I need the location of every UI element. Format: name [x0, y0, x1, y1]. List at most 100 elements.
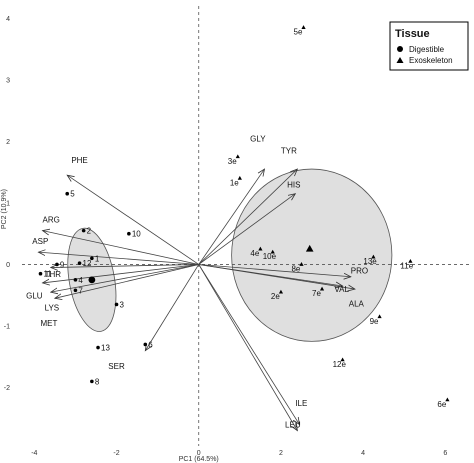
legend: Tissue Digestible Exoskeleton	[389, 21, 469, 71]
loading-arrow-asp	[38, 252, 199, 265]
point-label-10e: 10e	[263, 252, 277, 261]
variable-label-ser: SER	[108, 362, 125, 371]
variable-label-ile: ILE	[295, 399, 307, 408]
point-8	[90, 379, 94, 384]
point-3e	[235, 154, 240, 159]
centroid-exoskeleton	[305, 244, 314, 252]
point-2e	[278, 289, 284, 294]
variable-label-leu: LEU	[285, 421, 301, 430]
point-label-7: 7	[78, 286, 83, 295]
variable-label-lys: LYS	[45, 304, 60, 313]
reference-lines	[22, 6, 470, 446]
point-label-9e: 9e	[370, 317, 379, 326]
variable-label-pro: PRO	[351, 267, 368, 276]
loading-arrow-arg	[43, 231, 199, 265]
point-label-5: 5	[70, 190, 75, 199]
point-7	[73, 288, 78, 293]
point-label-1: 1	[95, 254, 100, 263]
point-label-7e: 7e	[312, 289, 321, 298]
ellipse-exoskeleton	[231, 168, 393, 342]
point-label-11: 11	[43, 270, 52, 279]
point-8e	[299, 262, 304, 266]
point-label-13e: 13e	[363, 257, 377, 266]
point-label-2e: 2e	[271, 292, 280, 301]
ellipses-layer	[67, 168, 393, 342]
loading-arrow-met	[55, 264, 199, 298]
point-3	[114, 302, 119, 307]
variable-label-glu: GLU	[26, 291, 43, 300]
variable-label-tyr: TYR	[281, 147, 297, 156]
point-5e	[301, 25, 306, 29]
point-5	[65, 191, 70, 196]
loading-arrow-lys	[51, 264, 199, 292]
point-label-12e: 12e	[333, 360, 347, 369]
legend-box	[389, 21, 469, 71]
point-label-11e: 11e	[400, 261, 413, 270]
legend-triangle-marker	[396, 57, 404, 63]
point-label-13: 13	[101, 344, 110, 353]
point-6e	[445, 397, 450, 402]
point-10e	[270, 249, 275, 254]
point-label-8: 8	[95, 377, 100, 386]
point-7e	[319, 286, 325, 291]
point-4	[73, 278, 78, 282]
point-labels: 123456789101112131e2e3e4e5e6e7e8e9e10e11…	[43, 28, 446, 409]
legend-title: Tissue	[395, 28, 430, 40]
x-axis-title: PC1 (64.5%)	[179, 456, 219, 463]
variable-label-ala: ALA	[349, 299, 365, 308]
variable-label-phe: PHE	[71, 156, 87, 165]
point-4e	[258, 246, 263, 251]
point-13e	[371, 254, 376, 259]
point-1e	[237, 175, 242, 180]
point-9	[55, 262, 59, 267]
legend-circle-marker	[397, 46, 403, 52]
point-label-4: 4	[78, 276, 83, 285]
y-tick-label--2: -2	[4, 385, 10, 392]
x-tick-label--2: -2	[113, 450, 119, 457]
data-points	[38, 25, 450, 402]
y-tick-label-2: 2	[6, 139, 10, 146]
point-6	[143, 342, 148, 347]
loading-arrow-leu	[198, 264, 298, 430]
point-label-6e: 6e	[437, 400, 446, 409]
centroid-digestible	[88, 276, 96, 284]
loading-arrow-tyr	[198, 169, 298, 265]
variable-label-val: VAL	[334, 285, 349, 294]
point-label-3: 3	[120, 300, 125, 309]
x-tick-label-6: 6	[443, 450, 447, 457]
x-tick-label-2: 2	[279, 450, 283, 457]
point-label-1e: 1e	[230, 178, 239, 187]
y-tick-label--1: -1	[4, 324, 10, 331]
point-label-4e: 4e	[250, 249, 259, 258]
point-label-5e: 5e	[294, 28, 303, 37]
x-tick-label--4: -4	[31, 450, 37, 457]
loading-arrows	[38, 169, 354, 431]
point-13	[96, 345, 100, 350]
y-axis-title: PC2 (10.9%)	[1, 189, 8, 229]
point-1	[90, 256, 94, 261]
point-12	[77, 261, 82, 266]
point-label-8e: 8e	[291, 264, 300, 273]
y-tick-label-0: 0	[6, 262, 10, 269]
loading-arrow-his	[198, 194, 296, 265]
legend-label-digestible: Digestible	[409, 45, 445, 54]
variable-label-asp: ASP	[32, 237, 48, 246]
point-label-9: 9	[60, 260, 65, 269]
loading-arrow-thr	[51, 264, 199, 267]
legend-label-exoskeleton: Exoskeleton	[409, 56, 453, 65]
variable-label-gly: GLY	[250, 134, 266, 143]
point-10	[127, 231, 131, 236]
loading-arrow-ala	[198, 264, 355, 289]
loading-arrow-ser	[145, 264, 200, 350]
variable-label-met: MET	[40, 319, 57, 328]
x-tick-label-0: 0	[197, 450, 201, 457]
y-tick-label-3: 3	[6, 77, 10, 84]
variable-label-his: HIS	[287, 181, 300, 190]
loading-arrow-phe	[67, 175, 199, 265]
point-label-12: 12	[83, 259, 92, 268]
y-tick-label-4: 4	[6, 16, 10, 23]
y-tick-label-1: 1	[6, 200, 10, 207]
